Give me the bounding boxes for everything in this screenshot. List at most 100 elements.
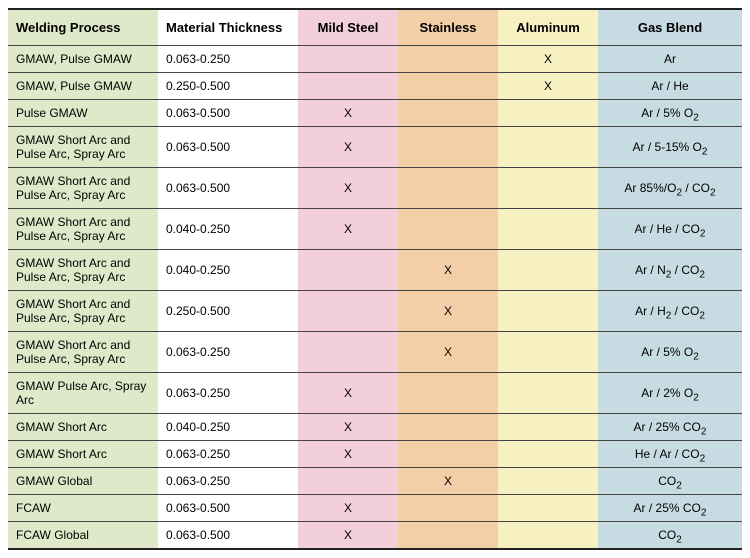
table-row: GMAW Short Arc and Pulse Arc, Spray Arc0… — [8, 127, 742, 168]
table-row: GMAW, Pulse GMAW0.250-0.500XAr / He — [8, 73, 742, 100]
table-header: Welding Process Material Thickness Mild … — [8, 9, 742, 46]
cell-mild: X — [298, 168, 398, 209]
cell-stainless — [398, 414, 498, 441]
cell-aluminum — [498, 468, 598, 495]
cell-gas: Ar / 5% O2 — [598, 100, 742, 127]
table-row: GMAW, Pulse GMAW0.063-0.250XAr — [8, 46, 742, 73]
cell-process: GMAW Short Arc and Pulse Arc, Spray Arc — [8, 168, 158, 209]
cell-aluminum — [498, 373, 598, 414]
cell-mild: X — [298, 522, 398, 550]
cell-process: FCAW Global — [8, 522, 158, 550]
cell-aluminum — [498, 100, 598, 127]
cell-stainless: X — [398, 250, 498, 291]
cell-aluminum: X — [498, 46, 598, 73]
table-row: GMAW Pulse Arc, Spray Arc0.063-0.250X Ar … — [8, 373, 742, 414]
cell-gas: Ar / 25% CO2 — [598, 414, 742, 441]
cell-gas: Ar / He — [598, 73, 742, 100]
col-header-gas: Gas Blend — [598, 9, 742, 46]
cell-stainless — [398, 495, 498, 522]
table-row: Pulse GMAW0.063-0.500X Ar / 5% O2 — [8, 100, 742, 127]
cell-mild: X — [298, 373, 398, 414]
cell-thickness: 0.063-0.250 — [158, 46, 298, 73]
cell-gas: CO2 — [598, 468, 742, 495]
cell-aluminum: X — [498, 73, 598, 100]
table-row: FCAW0.063-0.500X Ar / 25% CO2 — [8, 495, 742, 522]
header-row: Welding Process Material Thickness Mild … — [8, 9, 742, 46]
table-row: GMAW Short Arc and Pulse Arc, Spray Arc0… — [8, 209, 742, 250]
cell-process: GMAW Short Arc and Pulse Arc, Spray Arc — [8, 209, 158, 250]
cell-aluminum — [498, 168, 598, 209]
cell-stainless — [398, 46, 498, 73]
col-header-aluminum: Aluminum — [498, 9, 598, 46]
cell-thickness: 0.040-0.250 — [158, 414, 298, 441]
cell-thickness: 0.063-0.500 — [158, 168, 298, 209]
cell-stainless: X — [398, 468, 498, 495]
cell-gas: Ar / 25% CO2 — [598, 495, 742, 522]
cell-thickness: 0.063-0.250 — [158, 441, 298, 468]
cell-aluminum — [498, 209, 598, 250]
table-row: GMAW Short Arc and Pulse Arc, Spray Arc0… — [8, 250, 742, 291]
cell-mild — [298, 332, 398, 373]
cell-stainless — [398, 522, 498, 550]
cell-process: GMAW Short Arc — [8, 414, 158, 441]
cell-aluminum — [498, 250, 598, 291]
cell-mild: X — [298, 209, 398, 250]
cell-gas: Ar 85%/O2 / CO2 — [598, 168, 742, 209]
col-header-process: Welding Process — [8, 9, 158, 46]
cell-process: GMAW Global — [8, 468, 158, 495]
table-row: GMAW Short Arc0.040-0.250X Ar / 25% CO2 — [8, 414, 742, 441]
cell-thickness: 0.040-0.250 — [158, 250, 298, 291]
cell-stainless — [398, 127, 498, 168]
cell-gas: CO2 — [598, 522, 742, 550]
cell-thickness: 0.063-0.500 — [158, 100, 298, 127]
cell-thickness: 0.250-0.500 — [158, 73, 298, 100]
cell-aluminum — [498, 127, 598, 168]
welding-gas-table: Welding Process Material Thickness Mild … — [8, 8, 742, 550]
cell-stainless — [398, 441, 498, 468]
cell-gas: Ar / 5-15% O2 — [598, 127, 742, 168]
cell-gas: Ar / N2 / CO2 — [598, 250, 742, 291]
cell-stainless: X — [398, 291, 498, 332]
cell-mild: X — [298, 495, 398, 522]
col-header-stainless: Stainless — [398, 9, 498, 46]
cell-mild: X — [298, 100, 398, 127]
cell-aluminum — [498, 522, 598, 550]
cell-gas: He / Ar / CO2 — [598, 441, 742, 468]
cell-thickness: 0.040-0.250 — [158, 209, 298, 250]
cell-process: Pulse GMAW — [8, 100, 158, 127]
cell-process: GMAW Pulse Arc, Spray Arc — [8, 373, 158, 414]
table-row: GMAW Global0.063-0.250 X CO2 — [8, 468, 742, 495]
cell-gas: Ar / He / CO2 — [598, 209, 742, 250]
cell-aluminum — [498, 291, 598, 332]
cell-process: GMAW Short Arc and Pulse Arc, Spray Arc — [8, 291, 158, 332]
cell-thickness: 0.063-0.500 — [158, 127, 298, 168]
cell-thickness: 0.063-0.500 — [158, 495, 298, 522]
cell-process: FCAW — [8, 495, 158, 522]
cell-thickness: 0.063-0.500 — [158, 522, 298, 550]
table-row: GMAW Short Arc0.063-0.250X He / Ar / CO2 — [8, 441, 742, 468]
cell-aluminum — [498, 441, 598, 468]
cell-process: GMAW Short Arc and Pulse Arc, Spray Arc — [8, 127, 158, 168]
table-row: GMAW Short Arc and Pulse Arc, Spray Arc0… — [8, 168, 742, 209]
cell-thickness: 0.063-0.250 — [158, 468, 298, 495]
col-header-mild: Mild Steel — [298, 9, 398, 46]
cell-aluminum — [498, 332, 598, 373]
cell-process: GMAW Short Arc and Pulse Arc, Spray Arc — [8, 332, 158, 373]
cell-mild — [298, 250, 398, 291]
cell-gas: Ar / 5% O2 — [598, 332, 742, 373]
cell-thickness: 0.063-0.250 — [158, 332, 298, 373]
table-row: GMAW Short Arc and Pulse Arc, Spray Arc0… — [8, 332, 742, 373]
cell-gas: Ar / 2% O2 — [598, 373, 742, 414]
table-row: FCAW Global0.063-0.500X CO2 — [8, 522, 742, 550]
cell-mild — [298, 291, 398, 332]
cell-mild: X — [298, 441, 398, 468]
cell-mild: X — [298, 414, 398, 441]
cell-process: GMAW Short Arc — [8, 441, 158, 468]
cell-thickness: 0.063-0.250 — [158, 373, 298, 414]
cell-stainless: X — [398, 332, 498, 373]
table-body: GMAW, Pulse GMAW0.063-0.250XArGMAW, Puls… — [8, 46, 742, 550]
cell-process: GMAW Short Arc and Pulse Arc, Spray Arc — [8, 250, 158, 291]
cell-thickness: 0.250-0.500 — [158, 291, 298, 332]
table-row: GMAW Short Arc and Pulse Arc, Spray Arc0… — [8, 291, 742, 332]
cell-stainless — [398, 73, 498, 100]
